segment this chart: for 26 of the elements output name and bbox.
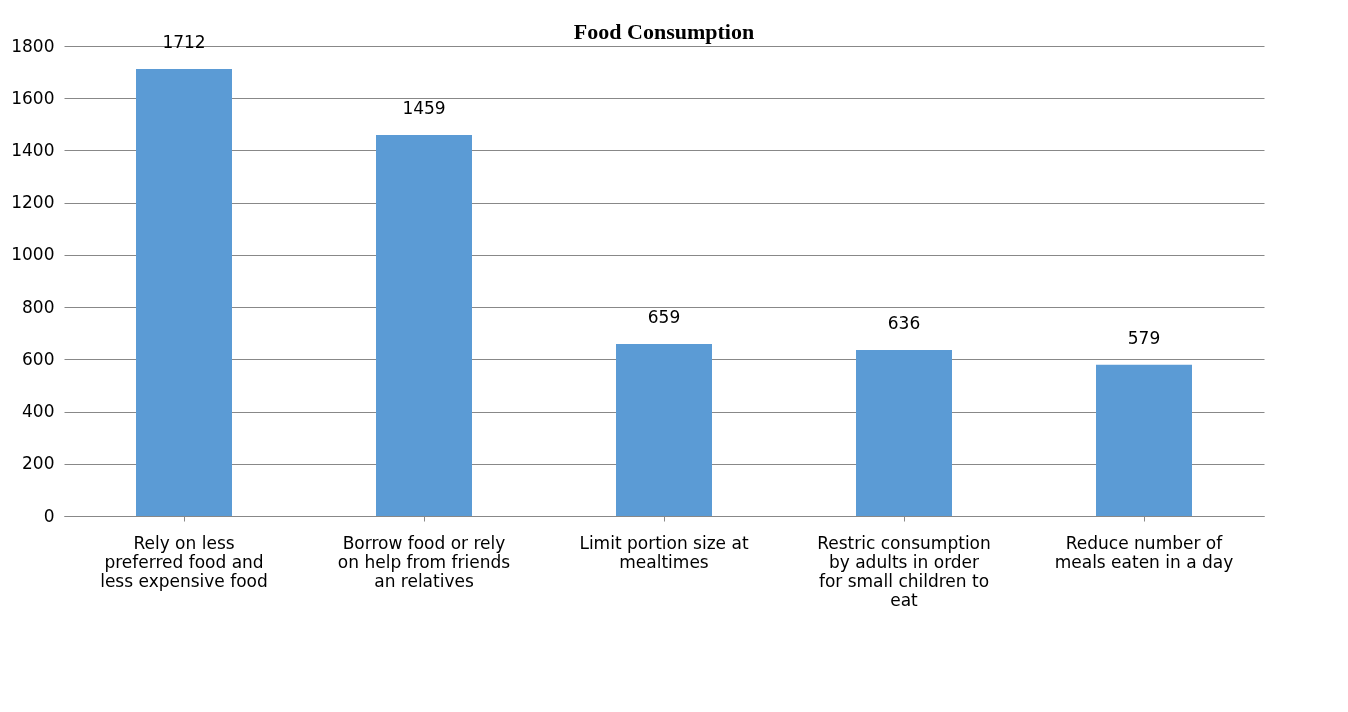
x-tick-label: Restric consumption by adults in order for small children to eat bbox=[817, 532, 991, 610]
y-tick-label: 1600 bbox=[11, 87, 55, 108]
y-tick-label: 0 bbox=[43, 505, 55, 526]
y-tick-label: 1400 bbox=[11, 139, 55, 160]
bar bbox=[376, 135, 472, 516]
y-tick-label: 400 bbox=[22, 401, 55, 422]
bar bbox=[856, 349, 952, 516]
data-label: 579 bbox=[1127, 327, 1161, 348]
data-label: 1712 bbox=[162, 31, 206, 52]
data-label: 659 bbox=[647, 306, 681, 327]
bar bbox=[616, 343, 712, 516]
x-tick-label: Limit portion size at mealtimes bbox=[579, 532, 749, 572]
y-tick-label: 1200 bbox=[11, 192, 55, 213]
y-tick-label: 200 bbox=[22, 453, 55, 474]
y-tick-label: 1800 bbox=[11, 35, 55, 56]
bar bbox=[1096, 364, 1192, 516]
data-label: 1459 bbox=[402, 98, 446, 119]
y-tick-label: 800 bbox=[22, 296, 55, 317]
bar bbox=[136, 68, 232, 516]
data-label: 636 bbox=[887, 312, 921, 333]
x-tick-label: Borrow food or rely on help from friends an relatives bbox=[337, 532, 511, 591]
y-tick-label: 600 bbox=[22, 348, 55, 369]
x-tick-label: Rely on less preferred food and less expensive food bbox=[100, 532, 268, 591]
y-tick-label: 1000 bbox=[11, 244, 55, 265]
chart-title: Food Consumption bbox=[573, 18, 755, 44]
x-tick-label: Reduce number of meals eaten in a day bbox=[1054, 532, 1234, 572]
